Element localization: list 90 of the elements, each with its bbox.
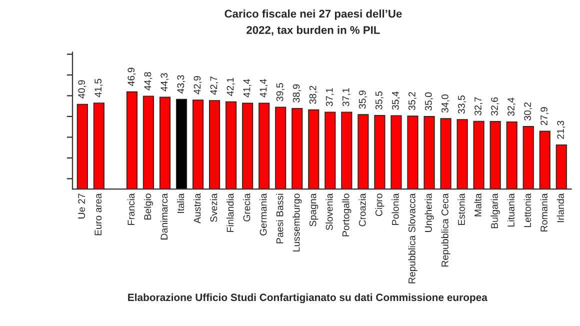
data-label: 32,6	[491, 97, 500, 116]
data-label: 27,9	[540, 107, 549, 126]
x-tick-label: Irlanda	[556, 193, 564, 222]
bar	[292, 108, 303, 190]
bar	[159, 96, 171, 190]
x-tick-label: Lituania	[507, 193, 514, 227]
data-label: 41,4	[243, 79, 252, 98]
data-label: 35,0	[424, 92, 434, 111]
x-tick-label: Croazia	[358, 193, 366, 226]
data-label: 40,9	[78, 80, 86, 98]
bar	[358, 114, 369, 190]
data-label: 35,2	[408, 92, 416, 110]
bar	[341, 112, 352, 190]
x-tick-label: Grecia	[243, 193, 250, 222]
x-tick-label: Euro area	[94, 193, 102, 236]
bar	[424, 116, 435, 190]
data-label: 38,2	[309, 86, 318, 104]
data-label: 38,9	[292, 84, 301, 102]
data-label: 43,3	[177, 75, 186, 94]
x-tick-label: Bulgaria	[490, 193, 500, 228]
data-label: 35,5	[375, 91, 384, 110]
bar	[490, 121, 501, 190]
text: Elaborazione Ufficio Studi Confartigianato su dati Commissione europea	[128, 293, 488, 304]
data-label: 37,1	[342, 88, 350, 106]
data-label: 21,3	[557, 120, 566, 139]
bar	[192, 100, 204, 190]
data-label: 35,9	[358, 90, 367, 109]
x-tick-label: Repubblica Slovacca	[408, 193, 418, 284]
bar	[374, 115, 386, 190]
bar	[522, 126, 534, 190]
x-tick-label: Repubblica Ceca	[441, 193, 450, 266]
data-label: 46,9	[128, 68, 136, 86]
bar	[76, 104, 88, 190]
data-label: 37,1	[326, 88, 334, 106]
bar	[275, 106, 286, 190]
data-label: 42,1	[226, 78, 235, 96]
bar	[556, 144, 567, 190]
x-tick-label: Malta	[474, 193, 482, 216]
bar	[209, 100, 220, 190]
bar	[539, 130, 550, 190]
x-tick-label: Ue 27	[78, 194, 86, 218]
x-tick-label: Finlandia	[226, 193, 234, 232]
bar	[390, 115, 402, 190]
data-label: 35,4	[392, 91, 400, 110]
bar	[308, 109, 320, 190]
bar	[93, 102, 104, 190]
x-tick-label: Estonia	[458, 193, 465, 225]
x-tick-label: Germania	[260, 193, 267, 236]
x-tick-label: Lussemburgo	[292, 194, 302, 252]
x-tick-label: Svezia	[210, 193, 218, 222]
x-tick-label: Lettonia	[524, 193, 531, 228]
bar	[242, 102, 254, 190]
bar	[142, 96, 154, 190]
x-tick-label: Italia	[176, 193, 184, 213]
x-tick-label: Spagna	[309, 193, 318, 226]
data-label: 34,0	[442, 94, 450, 113]
x-tick-label: Francia	[127, 193, 135, 225]
x-tick-label: Romania	[540, 193, 548, 232]
x-tick-label: Slovenia	[326, 193, 333, 230]
bar	[258, 102, 270, 190]
data-label: 30,2	[524, 102, 532, 121]
x-tick-label: Polonia	[392, 193, 399, 225]
data-label: 44,8	[144, 72, 152, 90]
data-label: 32,4	[508, 98, 516, 116]
x-tick-label: Austria	[193, 193, 201, 224]
bar	[176, 98, 188, 190]
data-label: 42,7	[210, 76, 218, 95]
data-label: 32,7	[474, 97, 483, 116]
data-label: 42,9	[194, 76, 202, 94]
chart-title: Carico fiscale nei 27 paesi dell’Ue	[224, 9, 402, 20]
data-label: 39,5	[276, 83, 284, 102]
x-tick-label: Cipro	[375, 194, 384, 216]
x-tick-label: Paesi Bassi	[276, 194, 284, 244]
x-tick-label: Belgio	[144, 194, 154, 220]
bar	[324, 112, 336, 190]
bar	[506, 121, 518, 190]
x-tick-label: Danimarca	[160, 193, 168, 240]
bar	[407, 116, 418, 190]
data-label: 44,3	[160, 73, 169, 92]
bar	[473, 120, 484, 190]
bar	[226, 101, 237, 190]
x-tick-label: Portogallo	[342, 194, 352, 236]
bar	[456, 119, 468, 190]
data-label: 33,5	[458, 96, 466, 114]
chart-subtitle: 2022, tax burden in % PIL	[246, 26, 380, 36]
data-label: 41,4	[260, 79, 268, 98]
data-label: 41,5	[94, 78, 103, 98]
bar	[126, 91, 138, 190]
x-tick-label: Ungheria	[424, 193, 434, 232]
bar	[440, 118, 452, 190]
